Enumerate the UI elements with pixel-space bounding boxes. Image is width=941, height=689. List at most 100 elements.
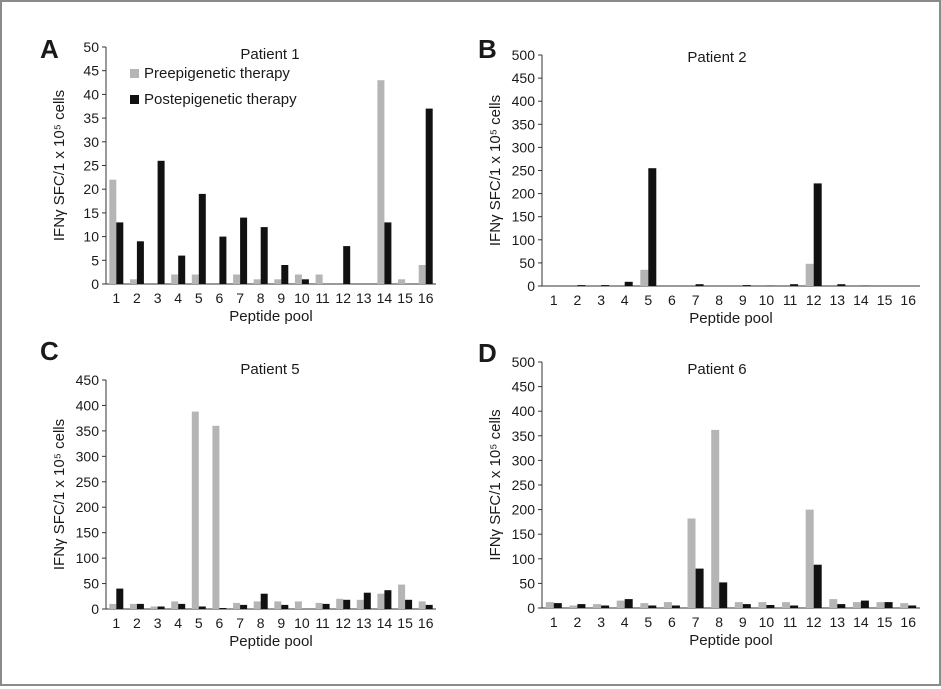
bar-s1-pool-11: [782, 602, 790, 608]
bar-s2-pool-11: [790, 284, 799, 286]
legend-swatch-1: [130, 69, 139, 78]
bar-s2-pool-13: [837, 284, 846, 286]
bar-s2-pool-13: [363, 592, 371, 609]
bar-s2-pool-16: [425, 604, 433, 609]
bar-s1-pool-3: [150, 606, 158, 609]
bar-s2-pool-1: [116, 588, 124, 609]
x-tick-label: 16: [900, 614, 916, 630]
bar-s1-pool-5: [191, 411, 199, 609]
bar-s1-pool-16: [900, 603, 909, 608]
bar-s1-pool-5: [640, 269, 649, 286]
panel-title: Patient 6: [687, 361, 746, 378]
bar-s1-pool-6: [663, 602, 672, 608]
bar-s2-pool-6: [219, 236, 227, 284]
bar-s1-pool-12: [805, 263, 814, 286]
y-tick-label: 200: [512, 502, 536, 518]
bar-s1-pool-8: [253, 279, 261, 284]
x-tick-label: 10: [294, 615, 310, 631]
bar-s1-pool-4: [171, 274, 179, 284]
y-axis-title: IFNγ SFC/1 x 10⁵ cells: [487, 409, 504, 560]
y-tick-label: 100: [512, 232, 536, 248]
y-tick-label: 300: [76, 448, 100, 464]
bar-s2-pool-3: [157, 160, 165, 284]
panel-letter: C: [40, 336, 59, 366]
bar-s1-pool-13: [829, 599, 838, 608]
y-tick-label: 50: [519, 255, 535, 271]
x-tick-label: 3: [597, 614, 605, 630]
bar-s1-pool-10: [758, 602, 767, 608]
x-tick-label: 7: [236, 290, 244, 306]
bar-s1-pool-2: [129, 603, 137, 609]
x-tick-label: 13: [356, 615, 372, 631]
bar-s1-pool-14: [852, 602, 861, 608]
bar-s2-pool-8: [260, 593, 268, 609]
x-tick-label: 16: [900, 292, 916, 308]
bar-s1-pool-9: [274, 601, 282, 609]
x-tick-label: 7: [692, 614, 700, 630]
y-tick-label: 45: [83, 63, 99, 79]
bar-s1-pool-14: [377, 593, 385, 609]
y-tick-label: 5: [91, 252, 99, 268]
bar-s2-pool-15: [884, 602, 893, 608]
x-tick-label: 5: [195, 290, 203, 306]
y-tick-label: 350: [76, 423, 100, 439]
x-tick-label: 9: [277, 615, 285, 631]
bar-s2-pool-15: [405, 599, 413, 609]
y-tick-label: 400: [512, 403, 536, 419]
y-tick-label: 450: [512, 70, 536, 86]
x-tick-label: 12: [806, 614, 822, 630]
bar-s1-pool-16: [418, 265, 426, 284]
y-tick-label: 250: [76, 474, 100, 490]
bar-s2-pool-7: [695, 284, 704, 286]
bar-s2-pool-5: [198, 606, 206, 609]
bar-s2-pool-16: [908, 605, 917, 608]
x-axis-title: Peptide pool: [229, 308, 312, 325]
x-tick-label: 15: [877, 292, 893, 308]
legend-label-2: Postepigenetic therapy: [144, 91, 297, 108]
x-tick-label: 1: [550, 292, 558, 308]
y-tick-label: 100: [512, 551, 536, 567]
bar-s1-pool-2: [569, 605, 578, 608]
x-tick-label: 4: [174, 615, 182, 631]
x-tick-label: 15: [397, 615, 413, 631]
bar-s2-pool-3: [601, 605, 610, 608]
x-tick-label: 2: [133, 615, 141, 631]
bar-s1-pool-11: [315, 602, 323, 609]
y-tick-label: 150: [512, 526, 536, 542]
y-tick-label: 0: [91, 276, 99, 292]
x-tick-label: 7: [236, 615, 244, 631]
x-tick-label: 5: [644, 614, 652, 630]
y-tick-label: 0: [527, 278, 535, 294]
x-axis-title: Peptide pool: [229, 633, 312, 650]
y-tick-label: 20: [83, 181, 99, 197]
bar-s2-pool-7: [695, 568, 704, 608]
bar-s1-pool-2: [129, 279, 137, 284]
bar-s2-pool-2: [577, 604, 586, 608]
x-tick-label: 5: [195, 615, 203, 631]
bar-s2-pool-2: [136, 603, 144, 609]
bar-s1-pool-7: [687, 518, 696, 608]
bar-s1-pool-10: [294, 601, 302, 609]
panel-letter: A: [40, 34, 59, 64]
x-tick-label: 12: [806, 292, 822, 308]
bar-s2-pool-12: [813, 564, 822, 608]
bar-s2-pool-9: [742, 285, 751, 286]
bar-s1-pool-5: [191, 274, 199, 284]
x-tick-label: 11: [315, 290, 330, 306]
bar-s2-pool-11: [790, 605, 799, 608]
x-axis-title: Peptide pool: [689, 632, 772, 649]
bar-s2-pool-12: [343, 599, 351, 609]
x-tick-label: 2: [133, 290, 141, 306]
bar-s1-pool-15: [876, 602, 885, 608]
x-tick-label: 8: [715, 292, 723, 308]
y-tick-label: 350: [512, 116, 536, 132]
x-axis-title: Peptide pool: [689, 310, 772, 327]
y-tick-label: 250: [512, 477, 536, 493]
bar-s2-pool-16: [425, 108, 433, 284]
y-tick-label: 300: [512, 452, 536, 468]
bar-s2-pool-2: [577, 285, 586, 286]
y-tick-label: 100: [76, 550, 100, 566]
x-tick-label: 14: [853, 614, 869, 630]
